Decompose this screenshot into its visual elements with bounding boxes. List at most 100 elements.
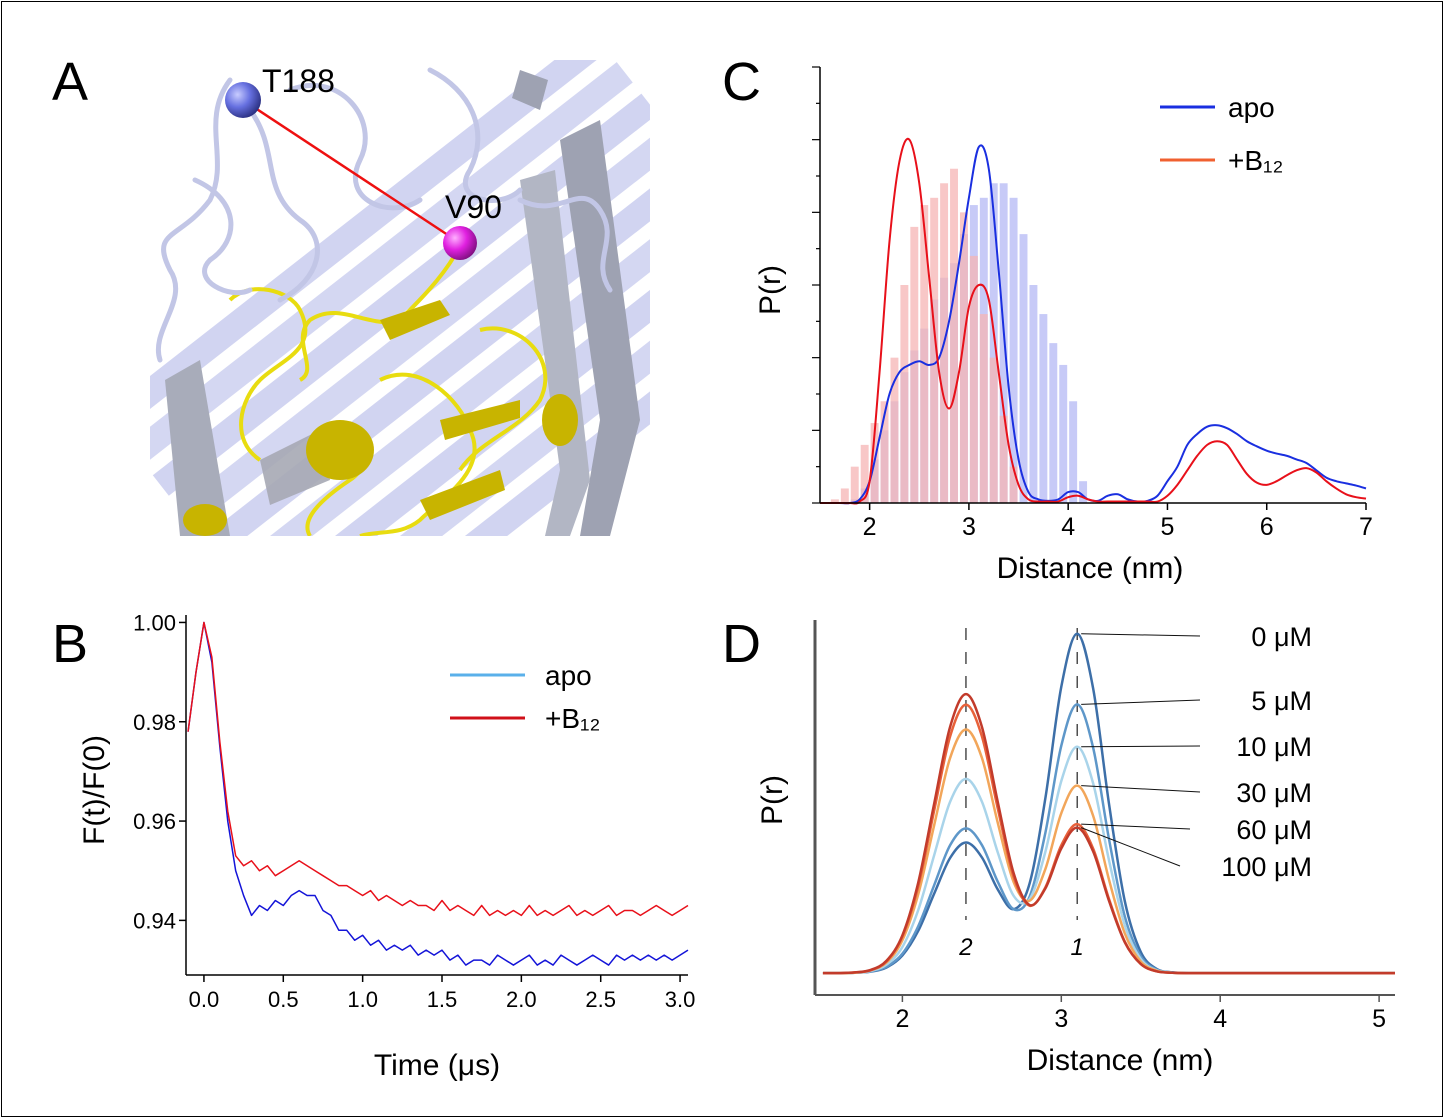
y-tick-label: 0.96	[133, 809, 176, 834]
histogram-bar	[1009, 466, 1018, 503]
series-label: 5 μM	[1251, 686, 1312, 716]
residue-label: V90	[445, 189, 502, 225]
y-axis-label: F(t)/F(0)	[78, 735, 111, 845]
histogram-bar	[840, 488, 849, 503]
x-tick-label: 1.0	[347, 987, 378, 1012]
histogram-bar	[830, 499, 839, 503]
series-label: 10 μM	[1236, 732, 1312, 762]
strand	[560, 120, 640, 536]
x-tick-label: 5	[1372, 1005, 1386, 1033]
x-tick-label: 2.0	[506, 987, 537, 1012]
x-axis-label: Time (μs)	[374, 1049, 500, 1082]
series-label: 0 μM	[1251, 622, 1312, 652]
leader-line	[1081, 633, 1201, 637]
plug-helices	[183, 300, 578, 536]
histogram-bar	[979, 314, 988, 503]
panel-label: A	[52, 52, 88, 112]
x-tick-label: 0.5	[268, 987, 299, 1012]
x-tick-label: 2	[863, 513, 877, 541]
y-tick-label: 0.98	[133, 710, 176, 735]
x-axis-label: Distance (nm)	[1027, 1044, 1214, 1077]
x-axis-label: Distance (nm)	[997, 552, 1184, 585]
y-axis-label: P(r)	[754, 265, 787, 315]
x-tick-label: 3	[962, 513, 976, 541]
histogram-bar	[1019, 234, 1028, 503]
histogram-bar	[950, 168, 958, 503]
leader-line	[1081, 827, 1181, 867]
strand	[165, 360, 230, 536]
series-label: 100 μM	[1221, 852, 1312, 882]
peak-label: 2	[958, 934, 972, 961]
series-line	[822, 692, 1395, 975]
chart: apo +B₁₂ 0.0 0.5 1.0 1.5 2.0 2.5 3.0 0.94 0.96 0.98…	[52, 610, 695, 1082]
leader-line	[1081, 785, 1201, 793]
y-tick-label: 1.00	[133, 610, 176, 635]
legend-label: +B₁₂	[1228, 145, 1283, 176]
histogram-bar	[890, 357, 899, 503]
legend-label: apo	[545, 660, 592, 691]
spin-label-site	[443, 226, 477, 260]
x-tick-label: 7	[1359, 513, 1373, 541]
panel-label: B	[52, 614, 88, 674]
histogram-bar	[930, 197, 939, 504]
histogram-bar	[1039, 314, 1048, 503]
series-line	[187, 621, 689, 917]
leader-line	[1081, 823, 1191, 830]
series-line	[187, 621, 689, 966]
histogram-bar	[900, 285, 909, 503]
strand	[512, 70, 548, 110]
x-tick-label: 2	[895, 1005, 909, 1033]
peak-label: 1	[1071, 934, 1084, 961]
leader-line	[1081, 745, 1201, 748]
leader-line	[1081, 699, 1201, 705]
distance-line	[242, 98, 461, 245]
histogram-bar	[1059, 364, 1068, 503]
histogram-bar	[920, 205, 929, 504]
histogram-bar	[910, 226, 919, 503]
histogram-bar	[999, 183, 1008, 503]
panel-label: C	[722, 52, 761, 112]
histogram-bar	[1069, 401, 1078, 503]
strand	[520, 170, 590, 536]
histogram-bar	[969, 255, 978, 503]
x-tick-label: 5	[1161, 513, 1175, 541]
histogram-bar	[1009, 197, 1018, 504]
loops	[155, 67, 613, 363]
x-tick-label: 3	[1054, 1005, 1068, 1033]
panel-label: D	[722, 614, 761, 674]
beta-strands	[150, 60, 650, 536]
residue-label: T188	[262, 63, 335, 99]
spin-label-site	[225, 82, 261, 118]
histogram-bar	[1029, 285, 1038, 503]
histogram-bar	[989, 357, 998, 503]
structure-cartoon	[150, 60, 650, 536]
histogram-bar	[1079, 481, 1088, 503]
x-tick-label: 1.5	[427, 987, 458, 1012]
x-tick-label: 0.0	[189, 987, 220, 1012]
y-axis-label: P(r)	[756, 775, 789, 825]
histogram-bar	[880, 401, 889, 503]
x-tick-label: 3.0	[665, 987, 696, 1012]
x-tick-label: 4	[1061, 513, 1075, 541]
histogram-bar	[850, 466, 859, 503]
x-tick-label: 2.5	[585, 987, 616, 1012]
legend-label: apo	[1228, 92, 1275, 123]
series-label: 30 μM	[1236, 778, 1312, 808]
y-tick-label: 0.94	[133, 908, 176, 933]
plug-domain	[228, 253, 548, 536]
x-tick-label: 4	[1213, 1005, 1227, 1033]
histogram-bar	[999, 415, 1008, 503]
series-line	[820, 137, 1367, 505]
histogram-bar	[1049, 343, 1058, 503]
histogram-bar	[989, 183, 998, 503]
x-tick-label: 6	[1260, 513, 1274, 541]
histogram-bar	[860, 444, 869, 503]
legend-label: +B₁₂	[545, 703, 600, 734]
histogram-bar	[959, 212, 968, 504]
chart: apo +B₁₂ 2 3 4 5 6 7 Distance (nm) P(r) C	[722, 52, 1373, 585]
series-label: 60 μM	[1236, 815, 1312, 845]
